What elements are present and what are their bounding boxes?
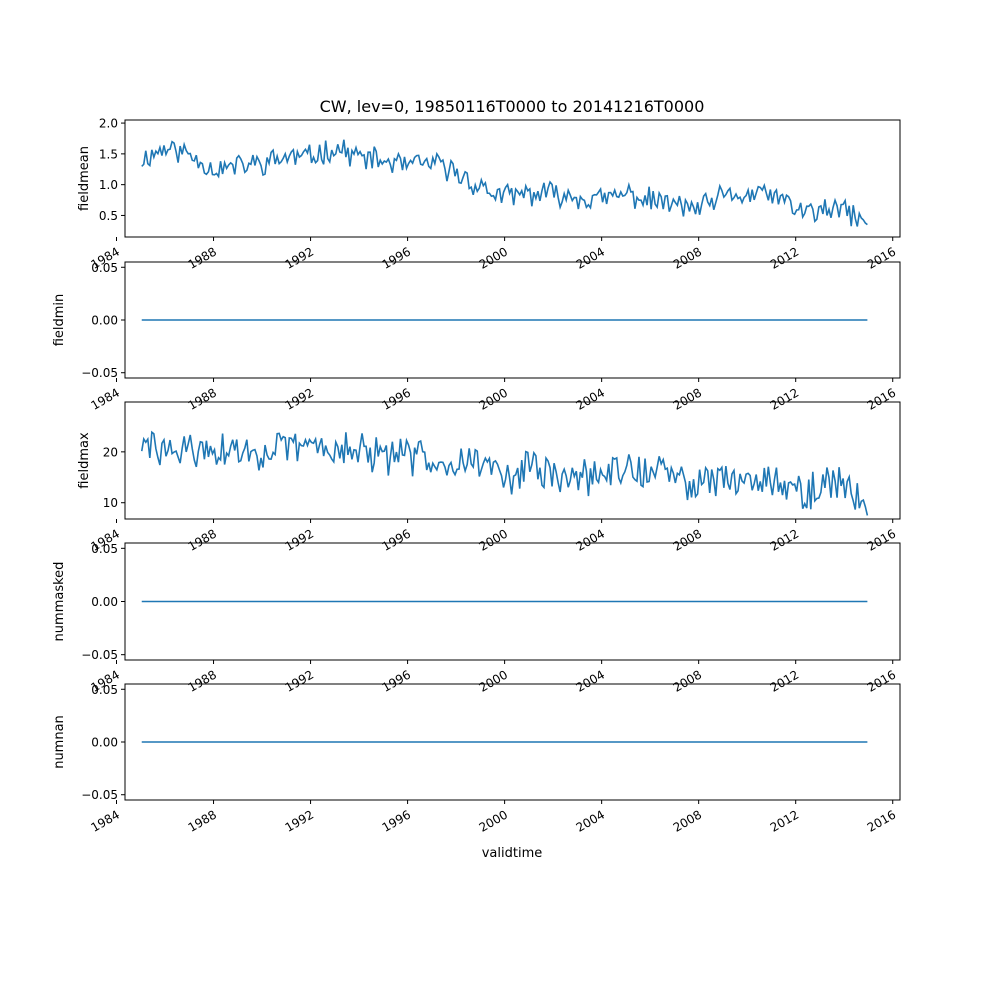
nummasked-ytick-label: 0.05 bbox=[91, 542, 118, 556]
fieldmean-axis-label: fieldmean bbox=[77, 146, 92, 211]
figure-title: CW, lev=0, 19850116T0000 to 20141216T000… bbox=[320, 97, 705, 116]
fieldmean-ytick-label: 1.5 bbox=[99, 147, 118, 161]
fieldmax-ytick-label: 10 bbox=[103, 496, 118, 510]
fieldmax-axis-label: fieldmax bbox=[77, 432, 92, 489]
nummasked-ytick-label: −0.05 bbox=[81, 648, 118, 662]
fieldmean-ytick-label: 1.0 bbox=[99, 178, 118, 192]
nummasked-axis-label: nummasked bbox=[52, 562, 67, 642]
fieldmax-ytick-label: 20 bbox=[103, 445, 118, 459]
fieldmin-axis-label: fieldmin bbox=[52, 294, 67, 347]
fieldmin-ytick-label: −0.05 bbox=[81, 366, 118, 380]
fieldmean-axes-frame bbox=[124, 119, 901, 238]
numnan-axis-label: numnan bbox=[52, 715, 67, 769]
fieldmin-ytick-label: 0.05 bbox=[91, 261, 118, 275]
fieldmean-series-line bbox=[141, 139, 868, 227]
x-axis-label: validtime bbox=[482, 846, 543, 861]
fieldmax-axes-frame bbox=[124, 401, 901, 520]
fieldmax-series-line bbox=[140, 430, 869, 516]
nummasked-ytick-label: 0.00 bbox=[91, 595, 118, 609]
fieldmean-ytick-label: 0.5 bbox=[99, 209, 118, 223]
numnan-ytick-label: −0.05 bbox=[81, 788, 118, 802]
fieldmean-ytick-label: 2.0 bbox=[99, 117, 118, 131]
numnan-ytick-label: 0.05 bbox=[91, 683, 118, 697]
fieldmin-ytick-label: 0.00 bbox=[91, 314, 118, 328]
numnan-ytick-label: 0.00 bbox=[91, 736, 118, 750]
